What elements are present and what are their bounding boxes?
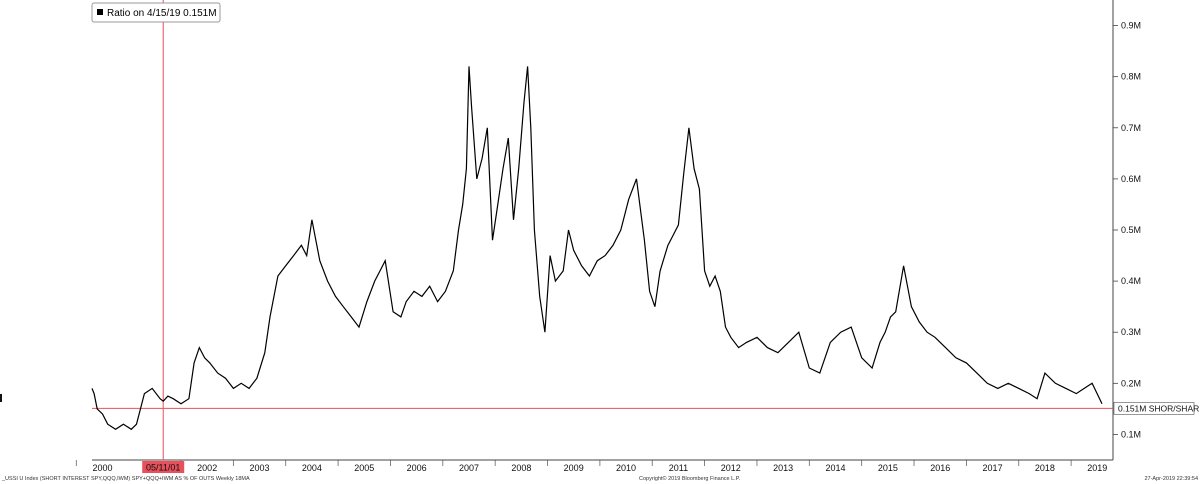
y-tick-label-0.8M: 0.8M bbox=[1121, 72, 1141, 82]
legend-label: Ratio on 4/15/19 0.151M bbox=[107, 8, 217, 19]
x-tick-label-2002: 2002 bbox=[197, 463, 217, 473]
y-tick-label-0.2M: 0.2M bbox=[1121, 378, 1141, 388]
x-tick-label-2011: 2011 bbox=[669, 463, 688, 473]
x-tick-label-2010: 2010 bbox=[616, 463, 636, 473]
x-tick-label-2007: 2007 bbox=[459, 463, 479, 473]
footer-copyright: Copyright© 2019 Bloomberg Finance L.P. bbox=[639, 475, 741, 482]
footer-timestamp: 27-Apr-2019 22:39:54 bbox=[1144, 476, 1198, 482]
last-value-label: 0.151M SHOR/SHAR bbox=[1118, 403, 1199, 413]
series-line-ratio bbox=[91, 66, 1103, 431]
crosshair-date-tag-bg bbox=[142, 461, 185, 473]
x-tick-label-2018: 2018 bbox=[1035, 463, 1055, 473]
y-tick-label-0.9M: 0.9M bbox=[1121, 21, 1141, 31]
x-tick-label-2019: 2019 bbox=[1087, 463, 1107, 473]
x-tick-label-2000: 2000 bbox=[92, 463, 112, 473]
last-value-tag: 0.151M SHOR/SHAR bbox=[1113, 402, 1199, 415]
last-value-tag-bg bbox=[1113, 402, 1195, 415]
y-tick-label-0.1M: 0.1M bbox=[1121, 429, 1141, 439]
x-axis-ticks: 2000 2002 2003 2004 2005 2006 2007 2008 2009 2010… bbox=[92, 463, 1107, 473]
x-tick-label-2004: 2004 bbox=[302, 463, 322, 473]
x-tick-label-2013: 2013 bbox=[773, 463, 793, 473]
crosshair-date-tag[interactable]: 05/11/01 bbox=[142, 461, 185, 473]
y-axis-ticks: 0.1M 0.2M 0.3M 0.4M 0.5M 0.6M 0.7M 0.8M 0.9M bbox=[1113, 21, 1141, 439]
x-tick-label-2005: 2005 bbox=[354, 463, 374, 473]
y-tick-label-0.4M: 0.4M bbox=[1121, 276, 1141, 286]
x-tick-label-2008: 2008 bbox=[511, 463, 531, 473]
y-tick-label-0.6M: 0.6M bbox=[1121, 174, 1141, 184]
x-tick-label-2006: 2006 bbox=[407, 463, 427, 473]
x-tick-label-2012: 2012 bbox=[721, 463, 741, 473]
left-edge-marker bbox=[0, 394, 2, 402]
crosshair-date-label: 05/11/01 bbox=[146, 463, 180, 473]
legend-swatch bbox=[97, 9, 103, 15]
y-tick-label-0.7M: 0.7M bbox=[1121, 123, 1141, 133]
footer-security-description: _USSI U Index (SHORT INTEREST SPY,QQQ,IW… bbox=[1, 476, 250, 482]
x-tick-label-2014: 2014 bbox=[825, 463, 845, 473]
y-tick-label-0.3M: 0.3M bbox=[1121, 327, 1141, 337]
x-tick-label-2009: 2009 bbox=[564, 463, 584, 473]
legend[interactable]: Ratio on 4/15/19 0.151M bbox=[91, 2, 221, 23]
y-tick-label-0.5M: 0.5M bbox=[1121, 225, 1141, 235]
x-tick-label-2016: 2016 bbox=[930, 463, 950, 473]
x-tick-marks bbox=[75, 460, 1072, 466]
x-tick-label-2015: 2015 bbox=[878, 463, 898, 473]
x-tick-label-2003: 2003 bbox=[250, 463, 270, 473]
x-tick-label-2017: 2017 bbox=[983, 463, 1003, 473]
legend-box bbox=[91, 2, 221, 23]
